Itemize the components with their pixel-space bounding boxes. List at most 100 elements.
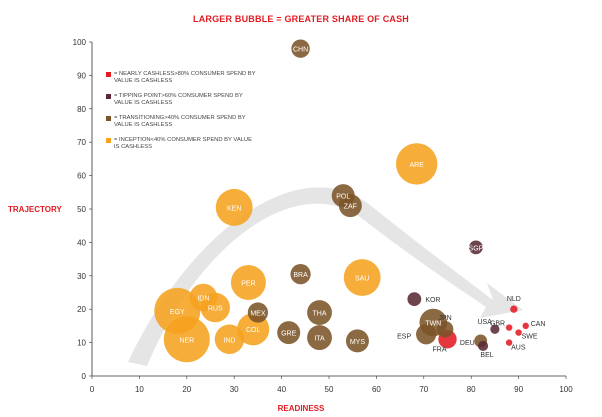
bubble-jpn — [436, 320, 454, 338]
x-tick-label: 60 — [372, 385, 381, 394]
bubble-ita — [307, 325, 332, 351]
bubble-gre — [277, 321, 301, 345]
y-tick-label: 30 — [77, 272, 86, 281]
bubble-are — [395, 143, 438, 185]
bubble-label-mys: MYS — [350, 339, 366, 346]
y-tick-label: 10 — [77, 339, 86, 348]
bubble-label-zaf: ZAF — [344, 204, 357, 211]
x-tick-label: 70 — [419, 385, 428, 394]
bubble-idn — [189, 283, 218, 312]
chart-title: LARGER BUBBLE = GREATER SHARE OF CASH — [193, 14, 409, 24]
bubble-label-pol: POL — [336, 194, 350, 201]
bubble-mys — [345, 329, 369, 353]
x-tick-label: 0 — [90, 385, 95, 394]
y-tick-label: 20 — [77, 305, 86, 314]
bubble-label-esp: ESP — [397, 333, 411, 340]
bubble-bra — [290, 264, 311, 285]
bubble-label-bel: BEL — [480, 352, 493, 359]
bubble-label-ner: NER — [179, 337, 194, 344]
bubble-usa — [490, 324, 500, 334]
x-tick-label: 50 — [325, 385, 334, 394]
bubble-zaf — [338, 194, 362, 218]
bubble-label-ita: ITA — [314, 336, 325, 343]
x-tick-label: 100 — [559, 385, 573, 394]
y-tick-label: 80 — [77, 105, 86, 114]
x-tick-label: 20 — [182, 385, 191, 394]
x-axis-label: READINESS — [277, 404, 325, 413]
bubble-nld — [510, 305, 518, 313]
legend-text: = NEARLY CASHLESS>80% CONSUMER SPEND BY … — [114, 71, 256, 84]
bubble-sgp — [469, 240, 483, 255]
legend-item-transitioning: = TRANSITIONING>40% CONSUMER SPEND BY VA… — [106, 115, 256, 129]
bubble-aus — [505, 339, 513, 346]
bubble-label-aus: AUS — [511, 345, 526, 352]
bubble-can — [522, 322, 529, 330]
legend-item-tipping-point: = TIPPING POINT>60% CONSUMER SPEND BY VA… — [106, 93, 256, 107]
bubble-label-ind: IND — [223, 337, 235, 344]
bubble-label-sgp: SGP — [469, 245, 484, 252]
bubble-label-ken: KEN — [227, 205, 241, 212]
bubble-ken — [215, 188, 253, 226]
y-axis-label: TRAJECTORY — [8, 205, 62, 214]
bubble-label-egy: EGY — [170, 309, 185, 316]
bubble-label-are: ARE — [409, 162, 424, 169]
bubble-label-nld: NLD — [507, 296, 521, 303]
legend-swatch-inception — [106, 138, 111, 143]
y-tick-label: 70 — [77, 138, 86, 147]
bubble-esp — [416, 324, 437, 345]
bubble-label-can: CAN — [531, 321, 546, 328]
bubble-label-tha: THA — [313, 311, 327, 318]
legend-item-nearly-cashless: = NEARLY CASHLESS>80% CONSUMER SPEND BY … — [106, 71, 256, 85]
x-tick-label: 30 — [230, 385, 239, 394]
y-tick-label: 0 — [82, 372, 87, 381]
y-tick-label: 50 — [77, 205, 86, 214]
bubble-label-deu: DEU — [460, 340, 475, 347]
bubble-label-per: PER — [241, 280, 255, 287]
bubble-label-idn: IDN — [197, 296, 209, 303]
y-tick-label: 40 — [77, 238, 86, 247]
legend-text: = TRANSITIONING>40% CONSUMER SPEND BY VA… — [114, 115, 246, 128]
x-tick-label: 10 — [135, 385, 144, 394]
x-tick-label: 90 — [514, 385, 523, 394]
legend-text: = TIPPING POINT>60% CONSUMER SPEND BY VA… — [114, 93, 243, 106]
bubble-label-bra: BRA — [293, 272, 308, 279]
bubble-label-usa: USA — [477, 319, 492, 326]
bubble-label-twn: TWN — [425, 321, 441, 328]
axes: 0 10 20 30 40 50 60 70 80 90 100 0 10 20 30 40 50 60 70 80 9… — [73, 38, 574, 394]
trend-arrow-shape — [128, 187, 523, 366]
bubble-label-swe: SWE — [522, 334, 538, 341]
bubble-mex — [247, 302, 269, 323]
x-tick-label: 40 — [277, 385, 286, 394]
bubble-ind — [214, 324, 245, 354]
bubble-label-sau: SAU — [355, 275, 369, 282]
bubble-label-kor: KOR — [425, 297, 440, 304]
bubble-label-chn: CHN — [293, 47, 308, 54]
legend-item-inception: = INCEPTION<40% CONSUMER SPEND BY VALUE … — [106, 137, 256, 151]
x-tick-label: 80 — [467, 385, 476, 394]
bubble-label-jpn: JPN — [439, 315, 452, 322]
bubble-per — [230, 265, 266, 300]
legend-swatch-tipping-point — [106, 94, 111, 99]
bubble-gbr — [505, 324, 513, 331]
trend-arrow — [128, 187, 523, 366]
bubble-label-gre: GRE — [281, 331, 297, 338]
bubble-label-fra: FRA — [433, 346, 447, 353]
bubble-bel — [477, 340, 489, 351]
bubble-label-col: COL — [246, 327, 261, 334]
bubble-swe — [515, 329, 522, 336]
legend: = NEARLY CASHLESS>80% CONSUMER SPEND BY … — [106, 71, 256, 159]
bubble-kor — [407, 292, 422, 307]
bubble-tha — [307, 300, 332, 325]
legend-swatch-transitioning — [106, 116, 111, 121]
bubble-label-mex: MEX — [250, 311, 266, 318]
legend-text: = INCEPTION<40% CONSUMER SPEND BY VALUE … — [114, 137, 252, 150]
bubble-ner — [163, 316, 210, 363]
legend-swatch-nearly-cashless — [106, 72, 111, 77]
bubble-sau — [343, 259, 381, 296]
y-tick-label: 90 — [77, 71, 86, 80]
y-tick-label: 100 — [73, 38, 87, 47]
bubble-label-gbr: GBR — [490, 321, 505, 328]
bubble-chn — [291, 39, 310, 58]
y-tick-label: 60 — [77, 172, 86, 181]
